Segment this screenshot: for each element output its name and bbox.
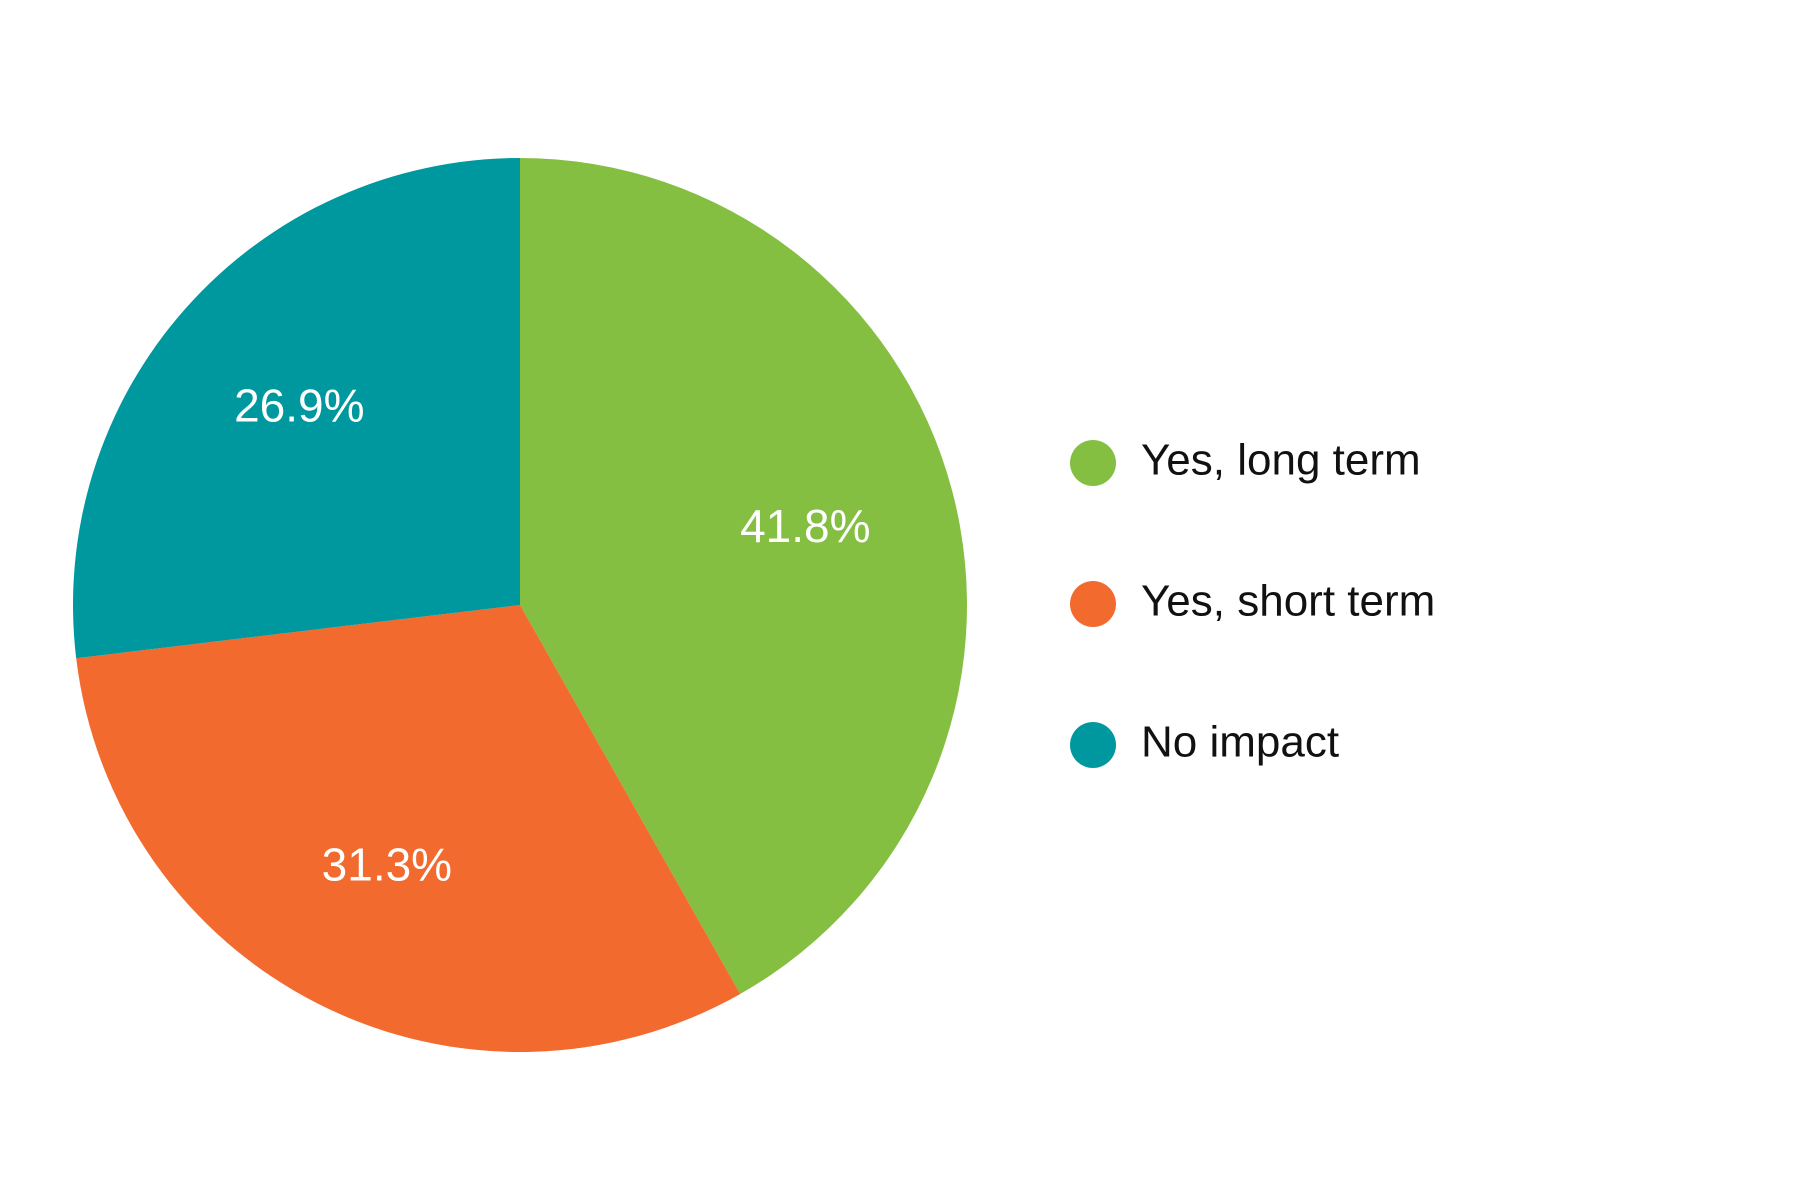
pie-slice-2 [76,605,741,1053]
legend-swatch-1 [1070,440,1116,486]
pie-slice-label-1: 41.8% [740,500,870,552]
legend-swatch-3 [1070,722,1116,768]
legend-label-1: Yes, long term [1141,436,1421,485]
pie-slice-label-3: 26.9% [234,379,364,431]
pie-slice-3 [72,158,520,659]
pie-slice-label-2: 31.3% [322,838,452,890]
pie-slices [72,158,968,1053]
legend: Yes, long term Yes, short term No impact [1070,436,1435,768]
legend-label-2: Yes, short term [1141,577,1435,626]
legend-label-3: No impact [1141,718,1339,767]
pie-slice-1 [520,158,968,994]
pie-slice-labels: 41.8% 31.3% 26.9% [234,379,870,890]
legend-swatch-2 [1070,581,1116,627]
